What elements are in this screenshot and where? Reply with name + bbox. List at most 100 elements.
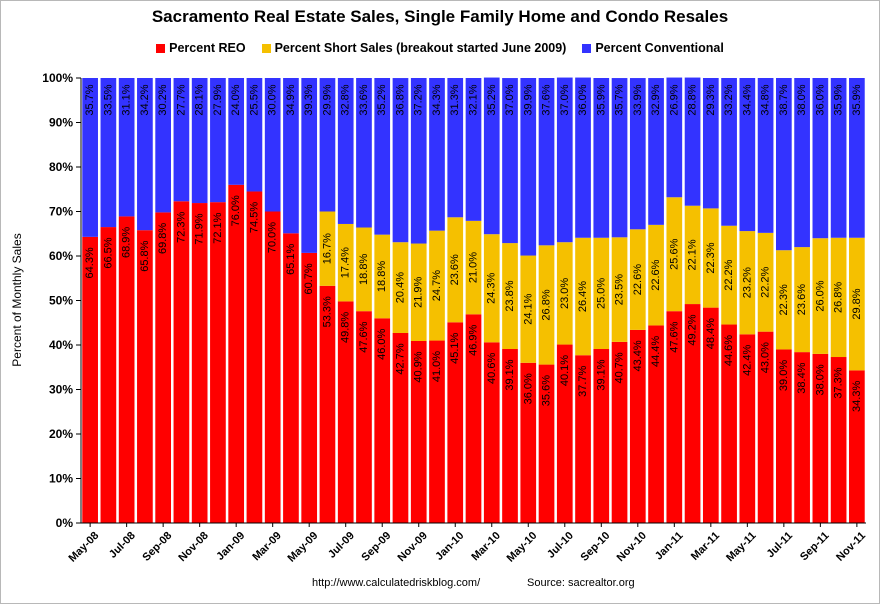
bar-reo	[137, 230, 153, 523]
bar-reo	[356, 311, 372, 523]
data-label-conventional: 36.0%	[577, 84, 589, 115]
data-label-reo: 53.3%	[321, 296, 333, 327]
bar-conventional	[118, 78, 135, 217]
legend-item-short-sales: Percent Short Sales (breakout started Ju…	[261, 41, 566, 55]
legend-item-conventional: Percent Conventional	[582, 41, 724, 55]
data-label-conventional: 39.9%	[522, 84, 534, 115]
data-label-reo: 68.9%	[121, 227, 133, 258]
data-label-conventional: 38.0%	[796, 84, 808, 115]
x-tick-label: Jul-08	[107, 530, 138, 561]
data-label-reo: 48.4%	[705, 318, 717, 349]
data-label-conventional: 28.8%	[687, 84, 699, 115]
data-label-conventional: 27.7%	[175, 84, 187, 115]
data-label-conventional: 32.9%	[650, 84, 662, 115]
bar-short-sales	[648, 224, 664, 326]
data-label-short-sales: 26.0%	[814, 280, 826, 311]
data-label-conventional: 34.3%	[431, 84, 443, 115]
y-tick-label: 90%	[49, 116, 73, 130]
legend-swatch-short-sales	[261, 43, 271, 53]
x-tick-label: Mar-09	[250, 530, 284, 564]
x-tick-label: Sep-09	[359, 530, 393, 564]
bar-short-sales	[575, 237, 591, 356]
data-label-reo: 39.0%	[778, 360, 790, 391]
bar-conventional	[593, 78, 610, 238]
data-label-conventional: 36.8%	[394, 84, 406, 115]
data-label-reo: 43.0%	[760, 342, 772, 373]
data-label-reo: 74.5%	[248, 202, 260, 233]
bar-reo	[483, 342, 500, 523]
data-label-conventional: 29.9%	[321, 84, 333, 115]
y-tick-label: 0%	[56, 516, 74, 530]
bar-reo	[666, 311, 683, 523]
data-label-reo: 38.4%	[796, 362, 808, 393]
bar-reo	[702, 307, 719, 523]
data-label-short-sales: 22.3%	[705, 242, 717, 273]
data-label-reo: 47.6%	[358, 321, 370, 352]
bar-short-sales	[721, 225, 737, 325]
data-label-reo: 41.0%	[431, 351, 443, 382]
y-tick-label: 40%	[49, 338, 73, 352]
x-tick-label: Nov-08	[176, 530, 210, 564]
bar-conventional	[301, 78, 318, 253]
data-label-short-sales: 26.4%	[577, 281, 589, 312]
data-label-reo: 46.0%	[376, 328, 388, 359]
data-label-reo: 39.1%	[595, 359, 607, 390]
legend-swatch-conventional	[582, 43, 592, 53]
bar-reo	[556, 344, 573, 523]
bar-short-sales	[337, 223, 354, 302]
bar-short-sales	[392, 242, 409, 333]
bar-conventional	[666, 77, 683, 198]
data-label-short-sales: 21.9%	[413, 276, 425, 307]
bar-reo	[429, 340, 445, 523]
bar-conventional	[228, 78, 245, 185]
data-label-conventional: 33.2%	[723, 84, 735, 115]
bar-conventional	[757, 78, 774, 233]
legend-label-conventional: Percent Conventional	[595, 41, 724, 55]
data-label-conventional: 39.3%	[303, 84, 315, 115]
data-label-conventional: 30.0%	[267, 84, 279, 115]
data-label-short-sales: 21.0%	[468, 252, 480, 283]
bar-conventional	[648, 78, 664, 225]
data-label-reo: 44.4%	[650, 336, 662, 367]
bar-short-sales	[447, 217, 464, 323]
data-label-conventional: 36.0%	[814, 84, 826, 115]
bar-reo	[775, 349, 792, 523]
data-label-short-sales: 26.8%	[833, 282, 845, 313]
data-label-reo: 49.8%	[340, 312, 352, 343]
data-label-short-sales: 18.8%	[376, 261, 388, 292]
bar-conventional	[429, 78, 445, 231]
bar-conventional	[502, 78, 518, 244]
data-label-reo: 70.0%	[267, 222, 279, 253]
bar-reo	[757, 331, 774, 523]
data-label-reo: 40.6%	[486, 353, 498, 384]
bar-conventional	[82, 78, 98, 237]
x-tick-label: Jan-10	[433, 530, 466, 563]
legend-label-reo: Percent REO	[169, 41, 246, 55]
bar-reo	[210, 202, 226, 523]
data-label-short-sales: 25.6%	[668, 238, 680, 269]
data-label-reo: 65.8%	[139, 240, 151, 271]
data-label-reo: 42.4%	[741, 345, 753, 376]
x-tick-label: Nov-09	[396, 530, 430, 564]
footer-source: Source: sacrealtor.org	[527, 577, 635, 589]
bar-reo	[319, 285, 336, 523]
data-label-short-sales: 29.8%	[851, 288, 863, 319]
y-tick-label: 20%	[49, 427, 73, 441]
data-label-conventional: 33.9%	[632, 84, 644, 115]
chart-title: Sacramento Real Estate Sales, Single Fam…	[151, 7, 729, 26]
bar-short-sales	[465, 220, 482, 315]
bar-reo	[173, 201, 190, 523]
bar-reo	[721, 324, 737, 523]
bar-conventional	[684, 77, 701, 206]
bar-reo	[648, 325, 664, 523]
data-label-reo: 72.1%	[212, 212, 224, 243]
x-tick-label: Mar-11	[689, 530, 722, 563]
data-label-reo: 40.9%	[413, 351, 425, 382]
x-tick-label: May-08	[66, 530, 101, 565]
bar-reo	[611, 341, 628, 523]
bar-short-sales	[611, 237, 628, 342]
bar-short-sales	[739, 231, 756, 335]
y-tick-label: 50%	[49, 294, 73, 308]
bar-conventional	[538, 78, 555, 246]
data-label-short-sales: 25.0%	[595, 278, 607, 309]
